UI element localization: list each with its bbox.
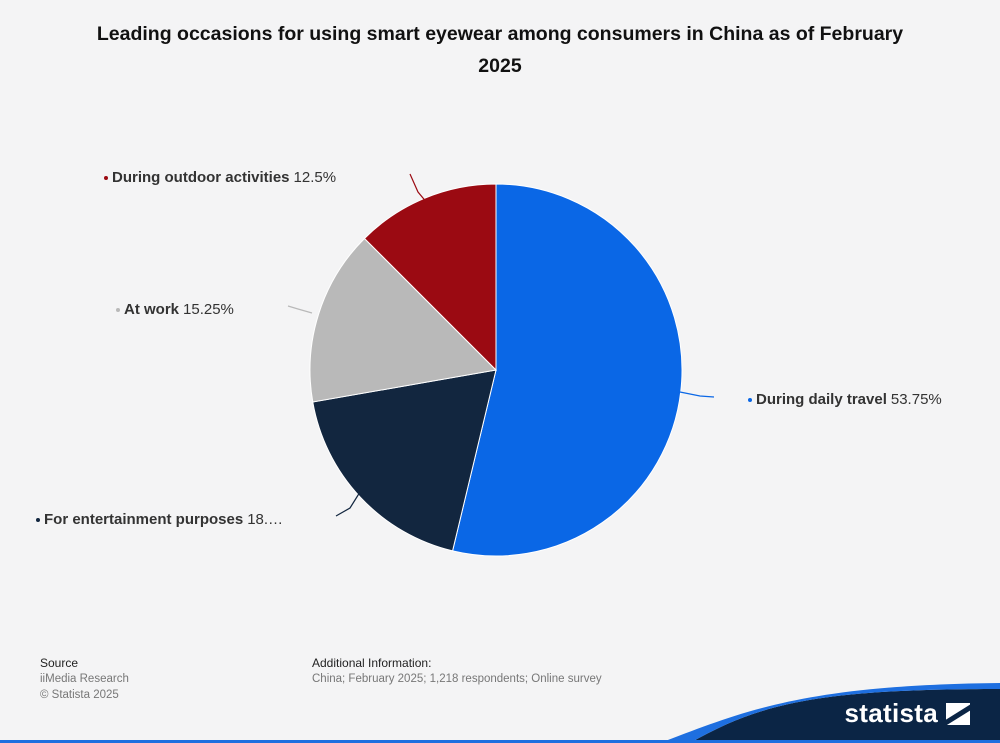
slice-label-0: During daily travel 53.75% <box>756 391 942 408</box>
connector-line-3 <box>409 173 429 205</box>
slice-label-3: During outdoor activities 12.5% <box>112 169 336 186</box>
slice-label-value-3: 12.5% <box>294 169 337 186</box>
legend-dot-0 <box>748 398 752 402</box>
statista-logo-icon <box>946 702 970 725</box>
source-block: Source iiMedia Research © Statista 2025 <box>40 655 129 703</box>
additional-info-heading: Additional Information: <box>312 656 432 670</box>
connector-line-1 <box>335 491 361 517</box>
slice-label-name-3: During outdoor activities <box>112 169 290 186</box>
slice-label-name-1: For entertainment purposes <box>44 511 243 528</box>
connector-line-0 <box>679 391 715 398</box>
slice-label-value-0: 53.75% <box>891 391 942 408</box>
additional-info-block: Additional Information: China; February … <box>312 655 602 687</box>
bottom-accent-line <box>0 740 1000 743</box>
connector-line-2 <box>287 305 313 314</box>
brand-name: statista <box>844 698 938 728</box>
copyright: © Statista 2025 <box>40 689 119 701</box>
legend-dot-2 <box>116 308 120 312</box>
statista-logo[interactable]: statista <box>845 698 970 729</box>
legend-dot-3 <box>104 176 108 180</box>
legend-dot-1 <box>36 518 40 522</box>
pie-slice-2[interactable] <box>309 237 498 403</box>
brand-banner <box>660 683 1000 743</box>
chart-title: Leading occasions for using smart eyewea… <box>96 23 904 77</box>
slice-label-value-2: 15.25% <box>183 301 234 318</box>
source-heading: Source <box>40 656 79 670</box>
source-name[interactable]: iiMedia Research <box>40 673 129 685</box>
slice-label-name-2: At work <box>124 301 180 318</box>
slice-label-1: For entertainment purposes 18.… <box>44 511 283 528</box>
slice-label-2: At work 15.25% <box>124 301 234 318</box>
slice-label-value-1: 18.… <box>247 511 283 528</box>
pie-slice-3[interactable] <box>363 183 497 372</box>
additional-info-text: China; February 2025; 1,218 respondents;… <box>312 673 602 685</box>
pie-slice-1[interactable] <box>312 369 497 552</box>
slice-label-name-0: During daily travel <box>756 391 887 408</box>
